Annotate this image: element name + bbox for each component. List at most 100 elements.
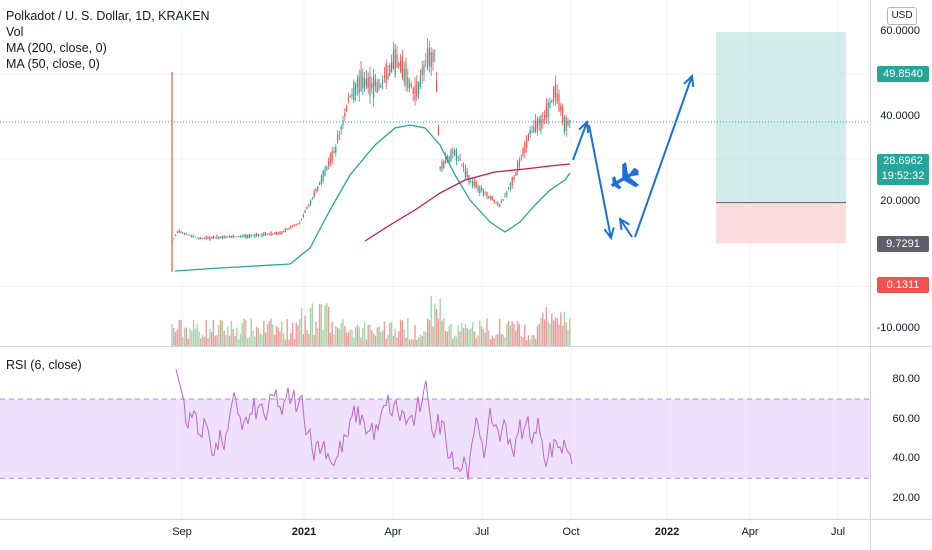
rsi-title[interactable]: RSI (6, close) (6, 358, 82, 372)
volume-bar (223, 330, 225, 346)
price-candle (434, 49, 436, 52)
price-candle (335, 147, 337, 153)
price-candle (418, 82, 420, 95)
volume-bar (358, 327, 360, 346)
price-candle (322, 170, 324, 181)
price-candle (509, 183, 511, 189)
price-candle (288, 227, 290, 230)
price-candle (362, 77, 364, 89)
price-candle (394, 49, 396, 75)
volume-bar (405, 337, 407, 346)
symbol-title[interactable]: Polkadot / U. S. Dollar, 1D, KRAKEN (6, 9, 210, 23)
volume-bar (421, 336, 423, 346)
rsi-axis-label: 20.00 (892, 492, 920, 504)
volume-bar (232, 329, 234, 346)
volume-bar (291, 322, 294, 346)
volume-bar (178, 319, 180, 346)
rsi-pane[interactable]: RSI (6, close) (0, 347, 870, 519)
volume-bar (194, 328, 197, 346)
price-candle (554, 84, 556, 97)
price-candle (445, 154, 447, 164)
rsi-canvas[interactable] (0, 347, 870, 519)
volume-bar (515, 330, 517, 346)
ma200-legend[interactable]: MA (200, close, 0) (6, 41, 107, 55)
volume-bar (273, 334, 276, 346)
price-candle (535, 120, 537, 132)
price-candle (371, 83, 373, 89)
stop-zone (716, 202, 846, 244)
price-candle (337, 135, 339, 143)
volume-bar (407, 318, 409, 346)
volume-bar (511, 321, 513, 346)
price-candle (205, 235, 207, 240)
volume-bar (554, 317, 557, 346)
price-candle (263, 232, 265, 236)
volume-bar (495, 334, 497, 346)
price-candle (461, 164, 463, 166)
price-candle (319, 181, 321, 186)
price-candle (416, 81, 418, 97)
price-candle (540, 114, 542, 131)
volume-bar (365, 339, 368, 346)
time-axis-separator (0, 519, 932, 520)
volume-bar (344, 326, 346, 346)
volume-bar (362, 327, 364, 346)
ma50-legend[interactable]: MA (50, close, 0) (6, 57, 100, 71)
volume-bar (189, 328, 191, 346)
arrow-head (578, 119, 590, 134)
volume-bar (326, 303, 328, 346)
price-candle (178, 229, 180, 233)
price-candle (277, 232, 279, 235)
price-candle (544, 115, 546, 118)
volume-bar (387, 334, 389, 346)
volume-bar (363, 322, 366, 346)
price-axis-label: 20.0000 (880, 195, 920, 207)
price-candle (290, 226, 292, 229)
price-candle (425, 61, 427, 64)
price-candle (560, 105, 562, 112)
volume-bar (309, 307, 312, 346)
price-candle (401, 56, 403, 78)
volume-bar (380, 331, 382, 346)
price-candle (569, 120, 571, 123)
price-candle (527, 134, 529, 141)
volume-bar (264, 332, 267, 346)
volume-bar (281, 321, 283, 346)
price-candle (558, 93, 560, 112)
price-candle (490, 196, 492, 199)
currency-button[interactable]: USD (887, 7, 917, 25)
price-chart-pane[interactable]: Polkadot / U. S. Dollar, 1D, KRAKEN Vol … (0, 0, 870, 346)
volume-bar (327, 306, 330, 346)
time-axis-label: Apr (384, 526, 402, 538)
volume-bar (216, 335, 218, 346)
volume-bar (381, 330, 384, 346)
pane-separator[interactable] (0, 346, 932, 347)
volume-bar (259, 333, 261, 346)
volume-bar (299, 319, 301, 346)
volume-bar (565, 322, 567, 346)
volume-bar (394, 328, 396, 346)
price-candle (466, 171, 468, 178)
price-candle (549, 101, 551, 108)
volume-bar (266, 324, 269, 346)
volume-bar (241, 322, 243, 346)
price-candle (218, 236, 220, 239)
price-candle (376, 82, 378, 93)
volume-legend[interactable]: Vol (6, 25, 24, 39)
volume-bar (182, 336, 184, 346)
price-candle (295, 224, 297, 226)
price-candle (254, 234, 256, 238)
price-candle (497, 203, 499, 206)
price-candle (463, 165, 465, 168)
volume-bar (398, 331, 400, 346)
volume-bar (533, 334, 535, 346)
price-candle (391, 62, 393, 73)
price-candle (241, 235, 243, 238)
price-candle (193, 235, 195, 238)
price-candle (299, 222, 301, 224)
price-chart-canvas[interactable] (0, 0, 870, 346)
volume-bar (351, 329, 353, 346)
price-candle (176, 231, 178, 233)
volume-bar (311, 303, 314, 346)
volume-bar (497, 334, 499, 346)
